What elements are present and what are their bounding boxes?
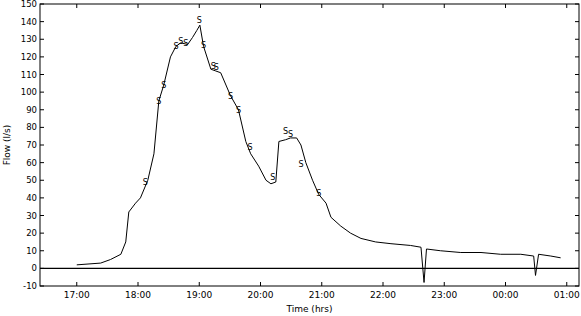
- y-tick: [575, 180, 579, 181]
- y-tick: [40, 92, 44, 93]
- x-tick-label: 18:00: [125, 290, 151, 300]
- x-tick: [444, 4, 445, 8]
- y-tick-label: 110: [21, 70, 37, 80]
- x-tick: [260, 4, 261, 8]
- point-marker: S: [201, 41, 206, 50]
- point-marker: S: [156, 97, 161, 106]
- x-tick: [138, 282, 139, 286]
- point-marker: S: [288, 130, 293, 139]
- y-tick-label: 70: [26, 140, 37, 150]
- x-tick: [321, 4, 322, 8]
- x-tick-label: 01:00: [554, 290, 580, 300]
- point-marker: S: [248, 143, 253, 152]
- y-tick: [575, 39, 579, 40]
- y-tick: [40, 21, 44, 22]
- y-tick: [40, 162, 44, 163]
- x-tick: [260, 282, 261, 286]
- plot-area: SSSSSSSSSSSSSSSSSS: [40, 16, 579, 283]
- x-tick-label: 17:00: [64, 290, 90, 300]
- y-tick-label: 60: [26, 158, 37, 168]
- point-marker: S: [270, 173, 275, 182]
- y-tick: [575, 4, 579, 5]
- y-tick-label: 10: [26, 246, 37, 256]
- y-tick: [40, 250, 44, 251]
- x-tick: [383, 282, 384, 286]
- y-tick: [40, 215, 44, 216]
- y-tick: [575, 145, 579, 146]
- y-tick: [40, 233, 44, 234]
- y-tick: [575, 197, 579, 198]
- y-tick: [40, 180, 44, 181]
- reference-line: [40, 268, 579, 269]
- x-tick: [199, 4, 200, 8]
- point-marker: S: [298, 160, 303, 169]
- y-tick-label: 30: [26, 211, 37, 221]
- x-tick-label: 20:00: [248, 290, 274, 300]
- y-tick-label: 50: [26, 175, 37, 185]
- y-tick: [575, 286, 579, 287]
- y-axis-label: Flow (l/s): [2, 125, 12, 166]
- y-tick: [575, 233, 579, 234]
- y-tick: [575, 215, 579, 216]
- y-tick-label: 40: [26, 193, 37, 203]
- y-tick-label: -10: [23, 281, 37, 291]
- y-tick-label: 0: [32, 263, 37, 273]
- x-tick-label: 00:00: [493, 290, 519, 300]
- point-marker: S: [316, 189, 321, 198]
- y-tick: [575, 92, 579, 93]
- y-tick: [40, 145, 44, 146]
- x-tick: [383, 4, 384, 8]
- point-marker: S: [197, 16, 202, 25]
- y-tick: [575, 127, 579, 128]
- y-tick-label: 20: [26, 228, 37, 238]
- y-tick-label: 120: [21, 52, 37, 62]
- x-tick: [76, 282, 77, 286]
- y-tick: [40, 127, 44, 128]
- flow-line: [77, 25, 561, 282]
- y-tick-label: 80: [26, 122, 37, 132]
- y-tick: [40, 39, 44, 40]
- x-tick: [566, 282, 567, 286]
- y-tick-label: 90: [26, 105, 37, 115]
- point-marker: S: [161, 81, 166, 90]
- y-tick: [40, 197, 44, 198]
- y-tick-label: 130: [21, 34, 37, 44]
- y-tick: [575, 21, 579, 22]
- chart: -10 0 10 20 30 40 50 60 70 80 90 100 110 120 130 140 150…: [0, 0, 581, 316]
- x-tick-label: 19:00: [186, 290, 212, 300]
- x-tick-label: 22:00: [370, 290, 396, 300]
- point-marker: S: [236, 106, 241, 115]
- y-tick: [575, 109, 579, 110]
- x-tick: [76, 4, 77, 8]
- x-tick: [199, 282, 200, 286]
- x-tick: [566, 4, 567, 8]
- y-tick: [575, 74, 579, 75]
- point-marker: S: [228, 92, 233, 101]
- y-tick-label: 140: [21, 17, 37, 27]
- y-tick: [575, 162, 579, 163]
- x-axis-label: Time (hrs): [285, 304, 332, 314]
- y-tick: [40, 4, 44, 5]
- y-tick-label: 100: [21, 87, 37, 97]
- x-tick: [505, 282, 506, 286]
- y-tick: [40, 56, 44, 57]
- x-tick-label: 21:00: [309, 290, 335, 300]
- x-tick: [505, 4, 506, 8]
- y-tick-label: 150: [21, 0, 37, 9]
- x-tick: [321, 282, 322, 286]
- y-tick: [40, 109, 44, 110]
- point-marker: S: [214, 63, 219, 72]
- y-tick: [575, 56, 579, 57]
- x-tick: [138, 4, 139, 8]
- y-tick: [40, 74, 44, 75]
- y-tick: [575, 250, 579, 251]
- y-tick: [40, 286, 44, 287]
- point-marker: S: [143, 178, 148, 187]
- x-tick-label: 23:00: [431, 290, 457, 300]
- plot-frame: [40, 4, 579, 286]
- x-tick: [444, 282, 445, 286]
- point-marker: S: [183, 39, 188, 48]
